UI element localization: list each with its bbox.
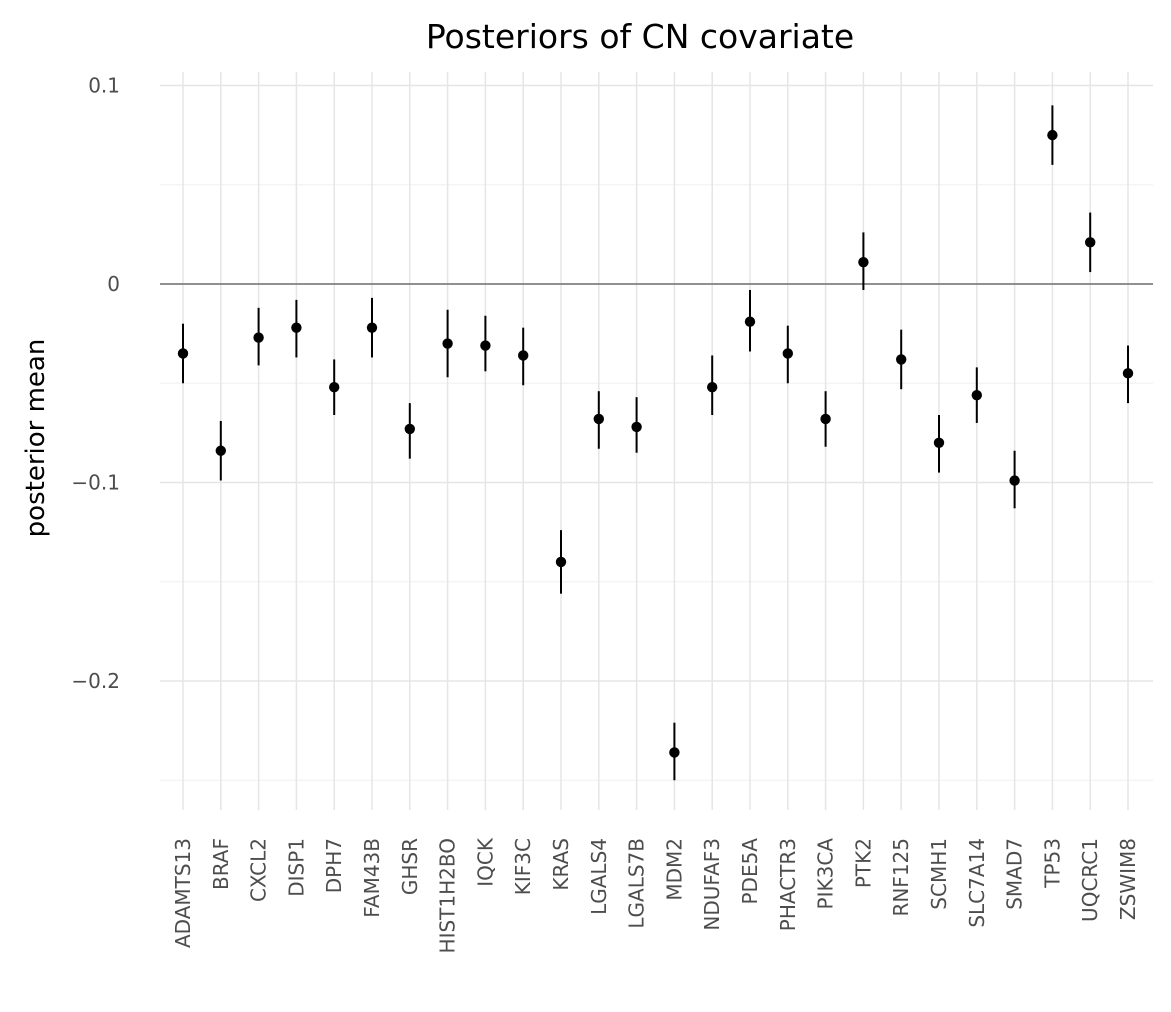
- point-tp53: [1047, 129, 1058, 141]
- x-tick-label: MDM2: [662, 838, 686, 901]
- point-lgals4: [593, 413, 604, 425]
- chart-title: Posteriors of CN covariate: [426, 17, 854, 56]
- x-tick-label: GHSR: [398, 838, 422, 895]
- x-tick-label: PHACTR3: [776, 838, 800, 931]
- point-kif3c: [518, 350, 529, 361]
- x-tick-label: PTK2: [851, 838, 875, 888]
- x-tick-label: ADAMTS13: [171, 838, 195, 948]
- point-lgals7b: [631, 421, 642, 433]
- x-tick-label: RNF125: [889, 838, 913, 917]
- point-kras: [555, 556, 567, 568]
- x-tick-label: IQCK: [473, 837, 497, 887]
- point-adamts13: [177, 348, 189, 359]
- x-tick-label: TP53: [1040, 838, 1064, 889]
- x-tick-label: DISP1: [284, 838, 308, 897]
- point-mdm2: [669, 747, 680, 758]
- y-axis-label: posterior mean: [21, 339, 51, 538]
- x-tick-label: LGALS4: [587, 838, 611, 915]
- x-tick-label: ZSWIM8: [1116, 838, 1140, 920]
- x-tick-label: KRAS: [549, 838, 573, 891]
- x-tick-label: FAM43B: [360, 838, 384, 918]
- error-bars: [182, 105, 1129, 781]
- x-tick-label: PDE5A: [738, 838, 762, 905]
- y-tick-label: −0.1: [71, 471, 120, 495]
- x-tick-label: PIK3CA: [814, 838, 838, 910]
- point-hist1h2bo: [442, 338, 453, 349]
- point-zswim8: [1122, 368, 1134, 379]
- point-smad7: [1009, 475, 1020, 486]
- minor-gridlines: [160, 184, 1153, 781]
- point-phactr3: [782, 348, 793, 359]
- point-pde5a: [744, 316, 756, 327]
- y-tick-label: 0: [107, 272, 120, 296]
- x-tick-label: KIF3C: [511, 838, 535, 895]
- x-tick-label: DPH7: [322, 838, 346, 893]
- point-scmh1: [933, 437, 945, 448]
- point-ptk2: [858, 256, 869, 268]
- point-cxcl2: [253, 332, 264, 343]
- data-points: [177, 129, 1134, 758]
- x-tick-label: SMAD7: [1003, 838, 1027, 910]
- point-pik3ca: [820, 413, 831, 425]
- point-iqck: [480, 340, 491, 351]
- y-tick-label: 0.1: [88, 74, 120, 98]
- x-tick-label: LGALS7B: [625, 838, 649, 929]
- y-axis-ticks: 0.1 0 −0.1 −0.2: [71, 74, 120, 694]
- x-tick-label: BRAF: [209, 838, 233, 890]
- point-fam43b: [366, 322, 378, 333]
- major-gridlines: [160, 72, 1153, 810]
- x-tick-label: SLC7A14: [965, 838, 989, 928]
- point-uqcrc1: [1085, 237, 1096, 248]
- point-dph7: [329, 382, 340, 393]
- x-tick-label: SCMH1: [927, 838, 951, 910]
- x-tick-label: NDUFAF3: [700, 838, 724, 931]
- x-tick-label: UQCRC1: [1078, 838, 1102, 922]
- point-disp1: [291, 322, 302, 333]
- x-axis-ticks: ADAMTS13 BRAF CXCL2 DISP1 DPH7 FAM43B GHSR HIST…: [171, 837, 1140, 953]
- point-slc7a14: [971, 389, 982, 401]
- point-ghsr: [404, 423, 415, 435]
- point-ndufaf3: [707, 382, 718, 393]
- x-tick-label: HIST1H2BO: [436, 838, 460, 953]
- y-tick-label: −0.2: [71, 669, 120, 693]
- point-rnf125: [896, 354, 907, 365]
- x-tick-label: CXCL2: [247, 838, 271, 902]
- point-braf: [215, 445, 226, 456]
